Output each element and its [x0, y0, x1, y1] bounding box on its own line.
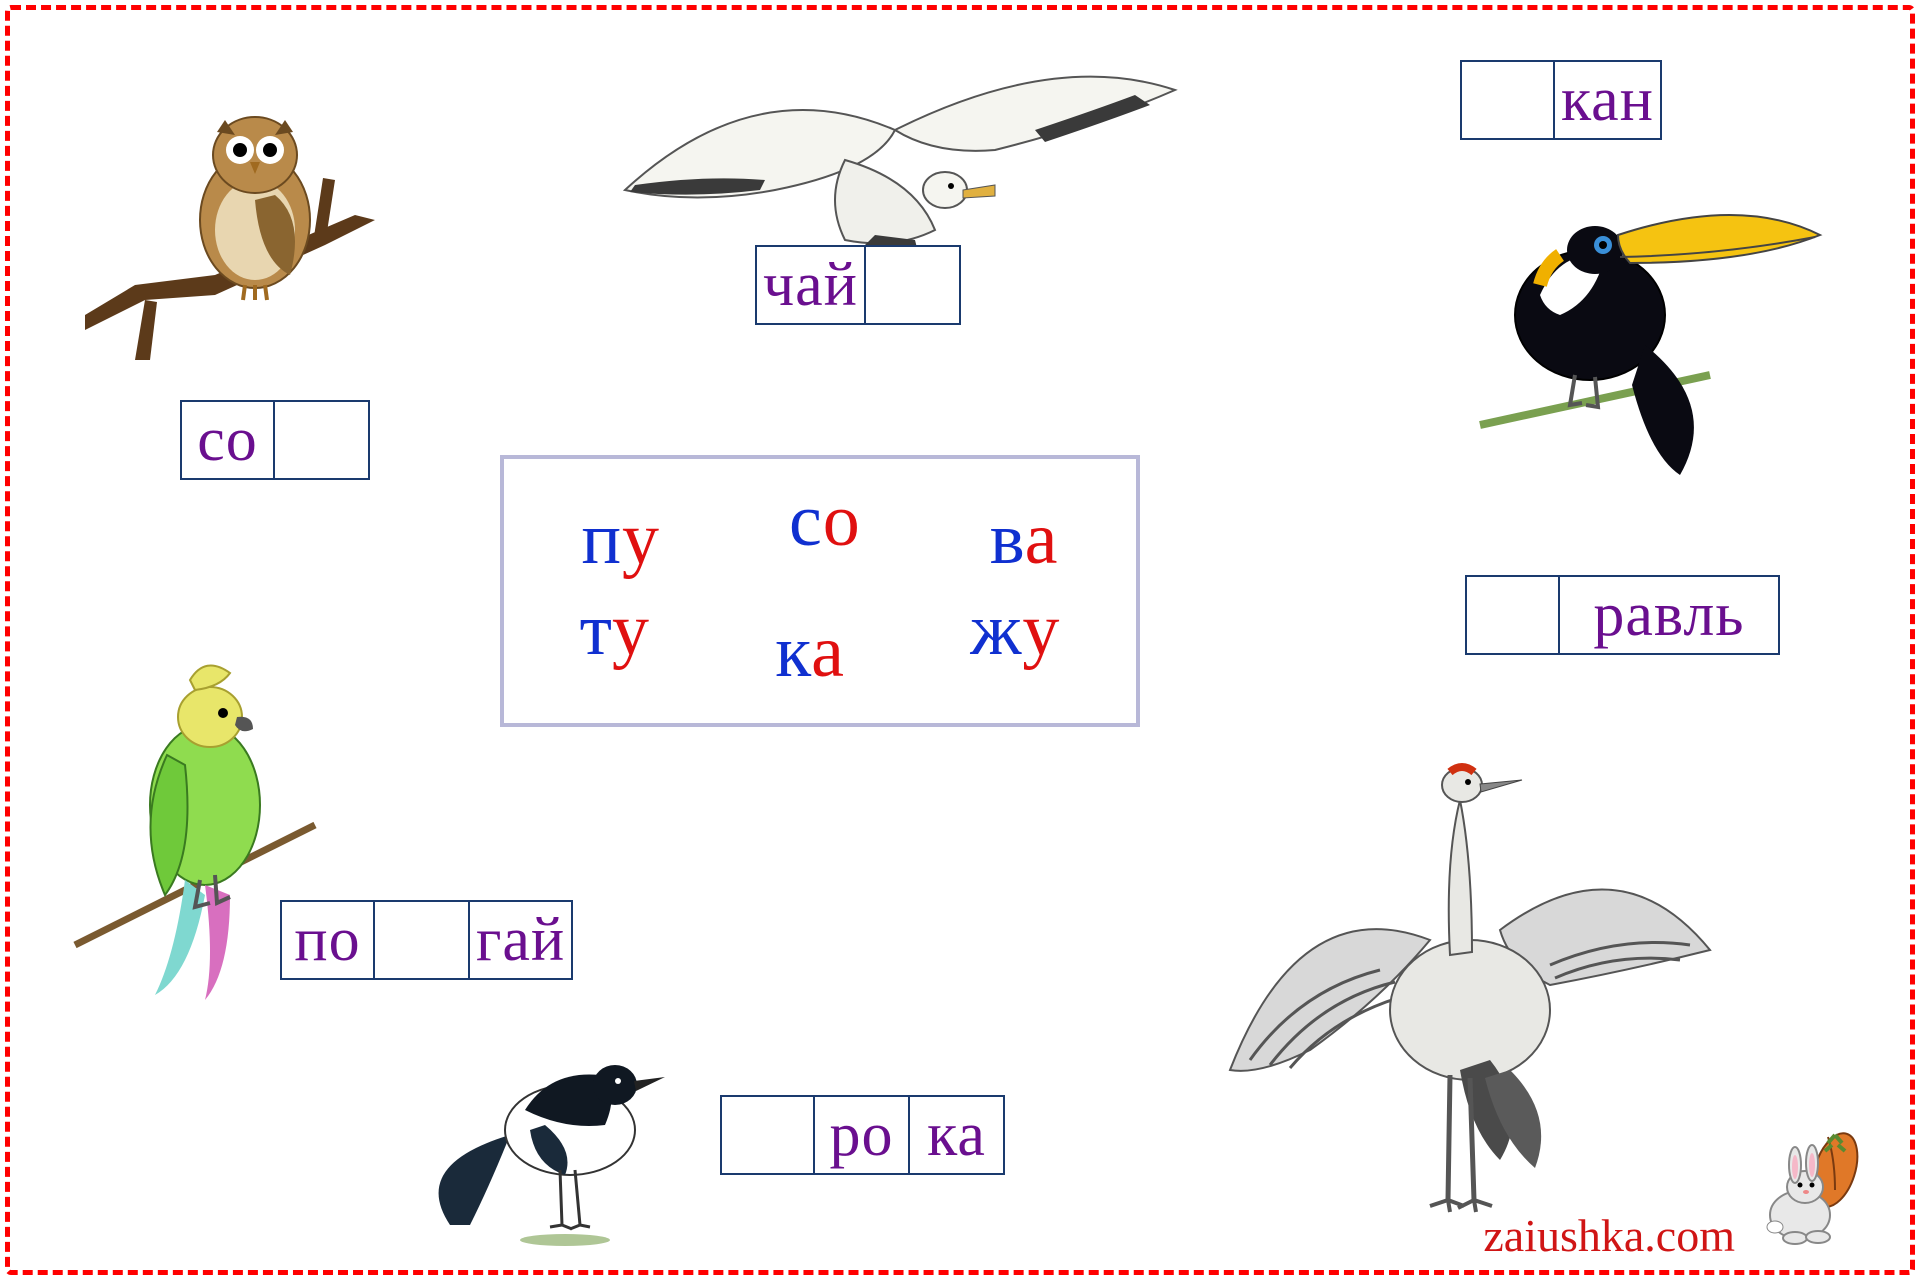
- syllable-blank[interactable]: [1465, 575, 1560, 655]
- bank-syl-va[interactable]: ва: [990, 497, 1059, 582]
- word-owl[interactable]: со: [180, 400, 370, 480]
- syllable-blank[interactable]: [866, 245, 961, 325]
- syllable-blank[interactable]: [375, 900, 470, 980]
- word-magpie[interactable]: ро ка: [720, 1095, 1005, 1175]
- word-crane[interactable]: равль: [1465, 575, 1780, 655]
- word-gull[interactable]: чай: [755, 245, 961, 325]
- syllable-bank: пу со ва ту ка жу: [500, 455, 1140, 727]
- bank-syl-tu[interactable]: ту: [580, 588, 650, 695]
- syllable-cell: равль: [1560, 575, 1780, 655]
- syllable-blank[interactable]: [720, 1095, 815, 1175]
- bank-syl-ka[interactable]: ка: [775, 610, 845, 695]
- credit-text: zaiushka.com: [1483, 1209, 1735, 1262]
- syllable-cell: кан: [1555, 60, 1662, 140]
- word-parrot[interactable]: по гай: [280, 900, 573, 980]
- bunny-mascot-icon: [1750, 1115, 1890, 1260]
- syllable-cell: гай: [470, 900, 573, 980]
- bank-syl-zhu[interactable]: жу: [970, 588, 1060, 695]
- syllable-cell: ка: [910, 1095, 1005, 1175]
- syllable-cell: по: [280, 900, 375, 980]
- syllable-cell: чай: [755, 245, 866, 325]
- syllable-cell: ро: [815, 1095, 910, 1175]
- owl-icon: [75, 100, 385, 395]
- word-toucan[interactable]: кан: [1460, 60, 1662, 140]
- magpie-icon: [390, 1015, 720, 1270]
- bank-syl-so[interactable]: со: [789, 479, 861, 582]
- toucan-icon: [1420, 155, 1850, 490]
- crane-icon: [1150, 690, 1750, 1255]
- syllable-blank[interactable]: [1460, 60, 1555, 140]
- syllable-blank[interactable]: [275, 400, 370, 480]
- bank-syl-pu[interactable]: пу: [581, 497, 660, 582]
- syllable-cell: со: [180, 400, 275, 480]
